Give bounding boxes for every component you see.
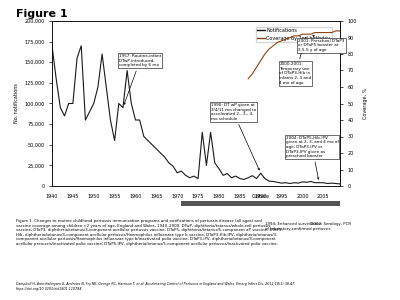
Legend: Notifications, Coverage by 2nd birthday: Notifications, Coverage by 2nd birthday	[256, 27, 332, 42]
Text: 1957: Routine-infant
DTwP introduced,
completed by 6 mo: 1957: Routine-infant DTwP introduced, co…	[119, 54, 161, 104]
Y-axis label: Coverage, %: Coverage, %	[362, 88, 368, 119]
Text: Figure 1. Changes to routine childhood pertussis immunization programs and notif: Figure 1. Changes to routine childhood p…	[16, 219, 283, 246]
Text: 2000-2001:
Temporary use
of DTaP3-Hib in
infants 2, 3 and
4 mo of age: 2000-2001: Temporary use of DTaP3-Hib in…	[280, 38, 312, 85]
Text: 1990: DT wP given at
3/4/11 mo changed to
accelerated 2-, 3-, 4-
mo schedule: 1990: DT wP given at 3/4/11 mo changed t…	[211, 103, 259, 170]
Text: Culture: Culture	[252, 194, 270, 199]
Text: 1994: Enhanced surveillance
of laboratory-confirmed pertussis: 1994: Enhanced surveillance of laborator…	[265, 222, 330, 231]
Text: 2004: DTaP5-Hib-IPV
given at 2, 3, and 4 mo of
age; DTaP3-IPV or
DTaP3-IPV given: 2004: DTaP5-Hib-IPV given at 2, 3, and 4…	[286, 136, 339, 179]
FancyBboxPatch shape	[181, 201, 340, 206]
Text: 2002: Serology, PCR: 2002: Serology, PCR	[311, 222, 351, 226]
Y-axis label: No. notifications: No. notifications	[14, 84, 18, 123]
Text: 2001: Preschool DTaP3
or DTaP5 booster at
3.5-5 y of age: 2001: Preschool DTaP3 or DTaP5 booster a…	[298, 35, 345, 52]
Text: Figure 1: Figure 1	[16, 9, 68, 19]
Text: Campbell H, Amirthalingam G, Andrews N, Fry NK, George RC, Harrison T, et al. Ac: Campbell H, Amirthalingam G, Andrews N, …	[16, 282, 295, 291]
